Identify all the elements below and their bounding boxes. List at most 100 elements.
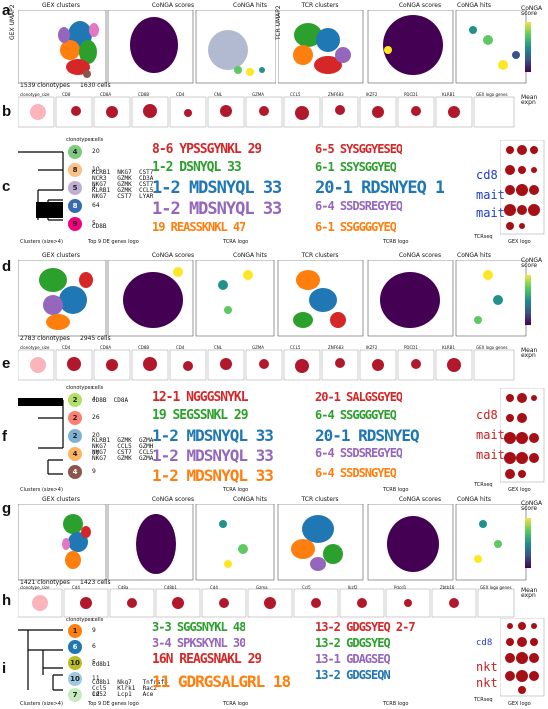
cell-count: 77	[92, 450, 100, 457]
tcrseq-label: TCRseq	[474, 234, 493, 240]
scatter-group-d	[18, 260, 527, 337]
tcra-logo-row: 1-2 MDSNYQL 33	[152, 446, 273, 465]
genes-logo-label: Top 9 DE genes logo	[88, 701, 139, 707]
colorbar	[525, 275, 531, 325]
plot-title: CoNGA hits	[457, 496, 491, 503]
strip-label: KLRB1	[442, 345, 455, 350]
plot-title: GEX clusters	[42, 496, 80, 503]
tcra-logo-row: 1-2 MDSNYQL 33	[152, 178, 282, 198]
tcra-logo-row: 3-4 SPKSKYNL 30	[152, 636, 246, 650]
strip-label: CCL5	[290, 345, 301, 350]
colorbar-title: CoNGA score	[521, 257, 543, 269]
tcra-logo-label: TCRA logo	[223, 701, 249, 707]
strip-label: IKZF2	[366, 345, 378, 350]
cell-count: 2945 cells	[80, 335, 111, 342]
cell-count: 5	[92, 220, 96, 227]
cell-count: 4	[92, 184, 96, 191]
plot-title: CoNGA scores	[151, 2, 195, 9]
legend-title: Mean expn	[521, 347, 538, 359]
tcrseq-tag: mait	[476, 428, 505, 442]
tcrb-logo-row: 20-1 RDSNYEQ 1	[315, 178, 445, 198]
strip-label: clonotype_size	[20, 585, 50, 590]
tcrseq-tag: nkt	[476, 660, 498, 674]
cluster-circle: 2	[68, 411, 82, 425]
plot-title: CoNGA scores	[398, 496, 442, 503]
colorbar	[525, 22, 531, 72]
strip-label: GEX logo genes	[480, 585, 512, 590]
tcra-logo-row: 1-2 MDSNYQL 33	[152, 466, 273, 485]
de-genes-logo: KLRB1 NKG7 CST7 NCR3 GZMK CD3A NKG7 GZMK…	[92, 169, 154, 200]
cell-count: 11	[92, 675, 100, 682]
tcra-logo-row: 11 GDRGSALGRL 18	[152, 672, 291, 691]
dendrogram-f	[18, 398, 64, 475]
cluster-circle: 5	[68, 181, 82, 195]
panel-letter-f: f	[2, 428, 7, 445]
plot-title: CoNGA hits	[233, 252, 267, 259]
cell-count: 12	[92, 691, 100, 698]
circle-header: clonotypes	[66, 617, 94, 623]
tcrb-logo-row: 6-1 SSYSGGYEQ	[315, 160, 396, 174]
panel-letter-a: a	[2, 2, 11, 19]
cell-count: 6	[92, 643, 96, 650]
expression-strips-e	[18, 349, 515, 381]
plot-title: CoNGA hits	[233, 2, 267, 9]
dendrogram-c	[18, 151, 64, 221]
cell-count: 9	[92, 627, 96, 634]
strip-label: Cd8b1	[164, 585, 177, 590]
tcra-logo-row: 19 REASSKNKL 47	[152, 220, 246, 234]
gex-logo-label: GEX logo	[508, 701, 531, 707]
panel-letter-d: d	[2, 258, 12, 275]
genes-logo-label: Top 9 DE genes logo	[88, 239, 139, 245]
strip-label: IKZF2	[366, 92, 378, 97]
cluster-circle: 10	[68, 656, 82, 670]
circle-header: clonotypes	[66, 385, 94, 391]
cell-count: 20	[92, 148, 100, 155]
strip-label: Ccl5	[302, 585, 311, 590]
strip-label: CD4	[176, 92, 185, 97]
cluster-circle: 4	[68, 447, 82, 461]
circle-header: cells	[92, 617, 104, 623]
circle-header: cells	[92, 137, 104, 143]
tcrseq-label: TCRseq	[474, 482, 493, 488]
tcrb-logo-row: 6-4 SSDSREGYEQ	[315, 199, 403, 213]
cluster-circle: 7	[68, 688, 82, 702]
tcrseq-tag: cd8	[476, 168, 498, 182]
circle-header: cells	[92, 385, 104, 391]
strip-label: CD8B	[138, 345, 150, 350]
legend-title: Mean expn	[521, 587, 538, 599]
tcrseq-tag: nkt	[476, 676, 498, 690]
cluster-circle: 6	[68, 640, 82, 654]
tcra-logo-row: 12-1 NGGGSNYKL	[152, 390, 248, 405]
tcrb-logo-label: TCRB logo	[383, 487, 409, 493]
strip-label: Cd8a	[118, 585, 129, 590]
strip-label: CNL	[214, 345, 223, 350]
de-genes-extra: CD8B CD8A	[92, 397, 129, 404]
strip-label: CD4	[62, 345, 71, 350]
dendrogram-i	[18, 629, 63, 691]
tcra-logo-row: 1-2 MDSNYQL 33	[152, 199, 282, 219]
strip-label: GZMA	[252, 345, 265, 350]
tcrb-logo-row: 20-1 RDSNYEQ	[315, 426, 419, 445]
tcra-logo-row: 8-6 YPSSGYNKL 29	[152, 142, 262, 157]
cluster-circle: 9	[68, 217, 82, 231]
strip-label: CD8A	[100, 92, 112, 97]
strip-label: Pdcd1	[394, 585, 407, 590]
strip-label: Zbtb16	[440, 585, 455, 590]
panel-letter-g: g	[2, 500, 12, 517]
strip-label: CD8	[62, 92, 71, 97]
colorbar-title: CoNGA score	[521, 5, 543, 17]
de-genes-extra: CD8B	[92, 223, 107, 230]
axis-label: GEX UMAP2	[9, 4, 16, 40]
plot-title: CoNGA scores	[398, 252, 442, 259]
tcrb-logo-row: 13-1 GDAGSEQ	[315, 652, 390, 666]
expression-strips-h	[18, 588, 515, 618]
panel-letter-b: b	[2, 103, 12, 120]
plot-title: CoNGA hits	[457, 2, 491, 9]
cluster-circle: 10	[68, 672, 82, 686]
de-genes-logo: KLRB1 GZMK GZMA NKG7 CCL5 GZMH NKG7 CST7…	[92, 437, 154, 462]
cell-count: 1630 cells	[80, 82, 111, 89]
plot-title: CoNGA hits	[233, 496, 267, 503]
panel-letter-i: i	[2, 660, 7, 677]
expression-strips-b	[18, 96, 515, 128]
cell-count: 26	[92, 414, 100, 421]
